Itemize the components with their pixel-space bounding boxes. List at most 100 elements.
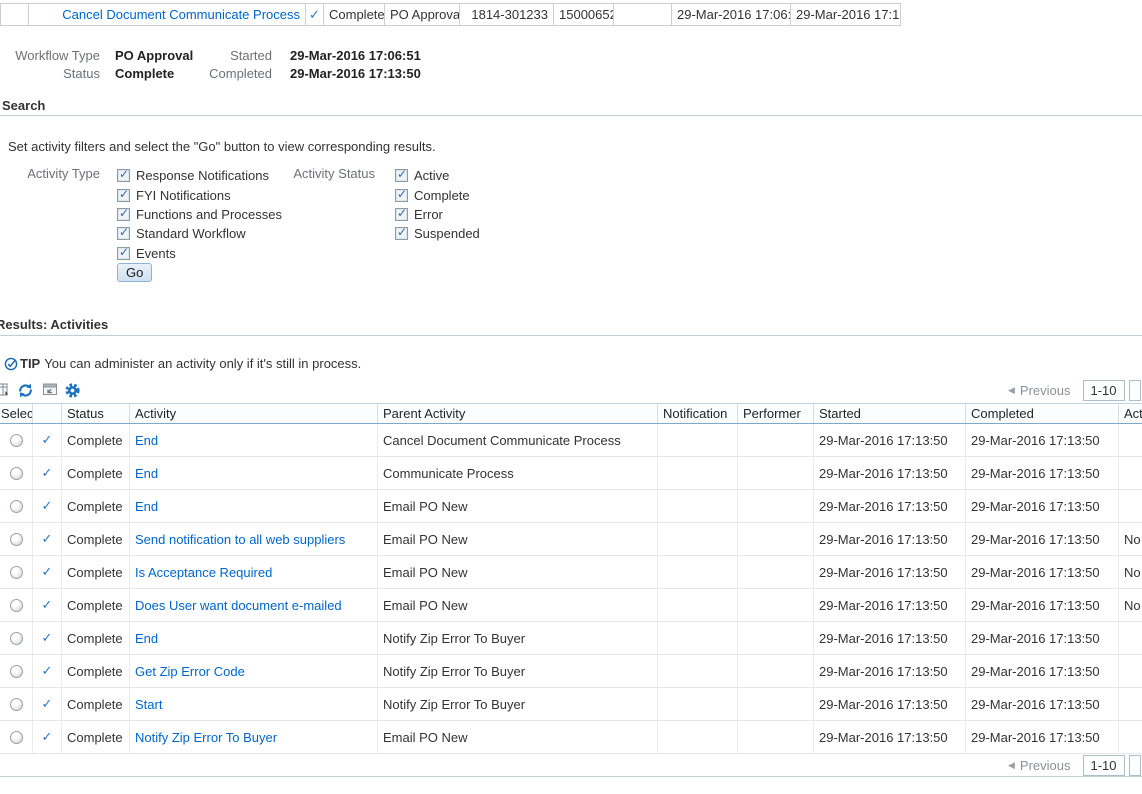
status-value: Complete bbox=[115, 66, 175, 81]
row-radio-button[interactable] bbox=[9, 565, 23, 579]
completed-cell: 29-Mar-2016 17:13:50 bbox=[966, 721, 1119, 753]
table-row: ✓ Complete Get Zip Error Code Notify Zip… bbox=[0, 655, 1142, 688]
row-radio-button[interactable] bbox=[9, 466, 23, 480]
previous-label: Previous bbox=[1019, 758, 1071, 773]
performer-cell bbox=[738, 589, 814, 621]
select-cell bbox=[0, 457, 33, 489]
parent-activity-cell: Email PO New bbox=[378, 589, 658, 621]
activity-link[interactable]: Get Zip Error Code bbox=[135, 663, 245, 679]
actions-cell bbox=[1119, 490, 1142, 522]
activity-status-option: Complete bbox=[395, 185, 480, 204]
activity-link[interactable]: End bbox=[135, 465, 159, 481]
status-cell: Complete bbox=[62, 688, 130, 720]
checkbox-checked-icon[interactable] bbox=[395, 225, 408, 241]
parent-activity-cell: Email PO New bbox=[378, 523, 658, 555]
completed-text: 29-Mar-2016 17:13:50 bbox=[971, 498, 1100, 514]
next-range-control[interactable] bbox=[1128, 380, 1141, 401]
completed-cell: 29-Mar-2016 17:13:50 bbox=[966, 655, 1119, 687]
activity-link[interactable]: Is Acceptance Required bbox=[135, 564, 273, 580]
activity-status-option: Suspended bbox=[395, 224, 480, 243]
started-text: 29-Mar-2016 17:06:51 bbox=[677, 7, 791, 22]
row-radio-button[interactable] bbox=[9, 730, 23, 744]
status-icon-cell: ✓ bbox=[33, 721, 62, 753]
record-range-dropdown[interactable]: 1-10 bbox=[1082, 755, 1125, 776]
table-row: ✓ Complete Does User want document e-mai… bbox=[0, 589, 1142, 622]
activity-type-option: Response Notifications bbox=[117, 166, 282, 185]
checkbox-checked-icon[interactable] bbox=[117, 167, 130, 183]
checkbox-label: Error bbox=[414, 206, 443, 222]
checkbox-checked-icon[interactable] bbox=[117, 245, 130, 260]
checkbox-checked-icon[interactable] bbox=[395, 167, 408, 183]
workflow-process-link[interactable]: Cancel Document Communicate Process bbox=[62, 7, 300, 22]
checkbox-checked-icon[interactable] bbox=[117, 187, 130, 202]
started-text: 29-Mar-2016 17:13:50 bbox=[819, 564, 948, 580]
activity-link[interactable]: Notify Zip Error To Buyer bbox=[135, 729, 278, 745]
results-section-title: Results: Activities bbox=[0, 317, 109, 332]
complete-check-icon: ✓ bbox=[41, 729, 53, 744]
complete-check-icon: ✓ bbox=[41, 663, 53, 678]
activity-cell: Start bbox=[130, 688, 378, 720]
parent-activity-text: Email PO New bbox=[383, 729, 468, 745]
next-range-control[interactable] bbox=[1128, 755, 1141, 776]
settings-gear-icon[interactable] bbox=[64, 382, 81, 399]
row-radio-button[interactable] bbox=[9, 433, 23, 447]
row-radio-button[interactable] bbox=[9, 532, 23, 546]
notification-cell bbox=[658, 523, 738, 555]
row-radio-button[interactable] bbox=[9, 499, 23, 513]
activity-status-label: Activity Status bbox=[293, 166, 375, 181]
started-cell: 29-Mar-2016 17:13:50 bbox=[814, 622, 966, 654]
bottom-pagination-bar: ◀ Previous 1-10 bbox=[0, 754, 1142, 777]
workflow-link-cell: Cancel Document Communicate Process bbox=[29, 4, 306, 25]
activity-link[interactable]: Does User want document e-mailed bbox=[135, 597, 342, 613]
select-cell bbox=[0, 688, 33, 720]
workflow-status-text: Complete bbox=[329, 7, 385, 22]
status-text: Complete bbox=[67, 498, 123, 514]
status-text: Complete bbox=[67, 729, 123, 745]
item-key-cell: 1814-301233 bbox=[460, 4, 554, 25]
notification-cell bbox=[658, 490, 738, 522]
completed-value: 29-Mar-2016 17:13:50 bbox=[290, 66, 421, 81]
checkbox-checked-icon[interactable] bbox=[117, 225, 130, 241]
row-radio-button[interactable] bbox=[9, 697, 23, 711]
status-text: Complete bbox=[67, 630, 123, 646]
row-radio-button[interactable] bbox=[9, 598, 23, 612]
select-column-icon[interactable] bbox=[0, 382, 9, 398]
activity-type-label: Activity Type bbox=[27, 166, 100, 181]
checkbox-checked-icon[interactable] bbox=[395, 187, 408, 202]
performer-cell bbox=[738, 523, 814, 555]
status-cell: Complete bbox=[62, 589, 130, 621]
refresh-icon[interactable] bbox=[17, 382, 34, 399]
record-range-dropdown[interactable]: 1-10 bbox=[1082, 380, 1125, 401]
activity-type-option: Functions and Processes bbox=[117, 205, 282, 224]
status-icon-cell: ✓ bbox=[33, 622, 62, 654]
complete-check-icon: ✓ bbox=[41, 630, 53, 645]
status-cell: Complete bbox=[62, 523, 130, 555]
checkbox-label: Complete bbox=[414, 187, 470, 203]
activity-cell: End bbox=[130, 490, 378, 522]
activity-type-option: Events bbox=[117, 244, 282, 263]
activity-status-option: Error bbox=[395, 205, 480, 224]
activity-link[interactable]: End bbox=[135, 432, 159, 448]
col-header-completed: Completed bbox=[966, 404, 1119, 423]
activity-link[interactable]: End bbox=[135, 498, 159, 514]
row-radio-button[interactable] bbox=[9, 631, 23, 645]
checkbox-checked-icon[interactable] bbox=[395, 206, 408, 221]
summary-line: Status Complete Completed 29-Mar-2016 17… bbox=[0, 66, 560, 84]
performer-cell bbox=[738, 424, 814, 456]
previous-button[interactable]: ◀ Previous bbox=[1008, 758, 1071, 773]
row-radio-button[interactable] bbox=[9, 664, 23, 678]
go-button[interactable]: Go bbox=[117, 263, 153, 282]
status-text: Complete bbox=[67, 663, 123, 679]
detach-icon[interactable] bbox=[42, 382, 58, 397]
select-cell bbox=[0, 655, 33, 687]
workflow-type-cell: PO Approval bbox=[385, 4, 460, 25]
status-cell: Complete bbox=[62, 655, 130, 687]
completed-text: 29-Mar-2016 17:13:50 bbox=[971, 663, 1100, 679]
activity-link[interactable]: End bbox=[135, 630, 159, 646]
completed-text: 29-Mar-2016 17:13:50 bbox=[971, 630, 1100, 646]
previous-button[interactable]: ◀ Previous bbox=[1008, 383, 1071, 398]
activity-link[interactable]: Send notification to all web suppliers bbox=[135, 531, 346, 547]
checkbox-checked-icon[interactable] bbox=[117, 206, 130, 221]
activity-link[interactable]: Start bbox=[135, 696, 163, 712]
started-text: 29-Mar-2016 17:13:50 bbox=[819, 630, 948, 646]
